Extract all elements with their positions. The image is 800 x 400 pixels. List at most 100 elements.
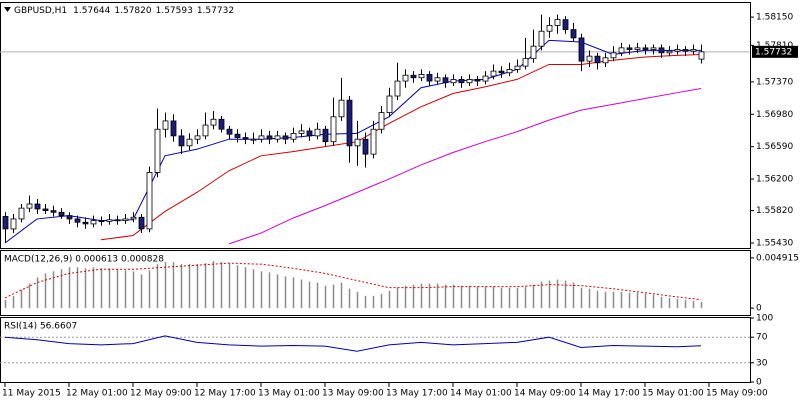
candle-body — [594, 55, 601, 64]
candle-body — [114, 219, 121, 222]
candle-body — [498, 70, 505, 74]
candle-body — [186, 138, 193, 147]
candle-body — [426, 74, 433, 82]
ohlc-value: 1.57732 — [197, 6, 234, 16]
menu-triangle[interactable] — [4, 7, 11, 12]
candle-body — [458, 79, 465, 84]
x-tick-label: 12 May 17:00 — [194, 389, 256, 399]
candle-body — [378, 112, 385, 130]
candle-body — [522, 58, 529, 67]
x-tick-label: 12 May 09:00 — [130, 389, 192, 399]
candle-body — [146, 172, 153, 230]
candle-body — [210, 118, 217, 126]
y-tick-label: 1.57370 — [756, 77, 793, 87]
y-tick-label: 0.004915 — [756, 253, 799, 263]
x-tick-label: 11 May 2015 — [2, 389, 61, 399]
candle-body — [202, 124, 209, 137]
x-tick-label: 15 May 01:00 — [642, 389, 704, 399]
y-tick-label: 1.56200 — [756, 175, 793, 185]
candle-body — [562, 19, 569, 30]
candle-body — [250, 138, 257, 141]
candle-body — [354, 138, 361, 147]
candle-body — [106, 219, 113, 222]
x-tick-label: 14 May 17:00 — [578, 389, 640, 399]
candle-body — [314, 128, 321, 137]
candle-body — [218, 118, 225, 130]
x-tick-label: 15 May 09:00 — [706, 389, 768, 399]
candle-body — [386, 95, 393, 114]
candle-body — [466, 79, 473, 84]
candle-body — [418, 74, 425, 79]
candle-body — [450, 79, 457, 84]
candle-body — [682, 49, 689, 52]
candle-body — [394, 80, 401, 97]
candle-body — [538, 30, 545, 47]
candle-body — [674, 49, 681, 52]
candle-body — [266, 135, 273, 140]
candle-body — [474, 79, 481, 82]
candle-body — [482, 75, 489, 82]
candle-body — [50, 210, 57, 213]
candle-body — [322, 128, 329, 143]
candle-body — [74, 218, 81, 223]
candle-body — [442, 77, 449, 84]
y-tick-label: 1.56980 — [756, 110, 793, 120]
ohlc-value: 1.57593 — [156, 6, 193, 16]
candle-body — [242, 137, 249, 140]
rsi-line — [4, 335, 702, 352]
candle-body — [10, 218, 17, 230]
candle-body — [18, 207, 25, 220]
price-panel — [0, 2, 751, 249]
candle-body — [330, 116, 337, 143]
candle-body — [506, 69, 513, 74]
candle-body — [490, 70, 497, 77]
candle-body — [258, 135, 265, 140]
candle-body — [634, 47, 641, 50]
candle-body — [602, 57, 609, 64]
y-tick-label: 1.55430 — [756, 239, 793, 249]
candle-body — [434, 77, 441, 82]
candle-body — [130, 216, 137, 220]
candle-body — [178, 135, 185, 147]
candle-body — [226, 128, 233, 135]
y-tick-label: 1.58150 — [756, 13, 793, 23]
candle-body — [98, 220, 105, 222]
x-tick-label: 13 May 01:00 — [258, 389, 320, 399]
current-price-label: 1.57732 — [755, 47, 792, 57]
candle-body — [362, 138, 369, 155]
candle-body — [578, 37, 585, 62]
ohlc-value: 1.57820 — [114, 6, 151, 16]
candle-body — [666, 50, 673, 54]
candle-body — [410, 74, 417, 79]
candle-body — [690, 49, 697, 52]
x-tick-label: 13 May 17:00 — [386, 389, 448, 399]
candle-body — [234, 133, 241, 138]
candle-body — [338, 99, 345, 118]
candle-body — [554, 19, 561, 26]
candle-body — [26, 203, 33, 209]
y-tick-label: 1.56590 — [756, 142, 793, 152]
y-tick-label: 100 — [756, 314, 773, 324]
candle-body — [370, 128, 377, 155]
y-tick-label: 0 — [756, 378, 762, 388]
candle-body — [570, 29, 577, 39]
moving-average — [228, 88, 702, 245]
rsi-panel — [0, 317, 751, 383]
macd-panel — [0, 250, 751, 316]
candle-body — [346, 99, 353, 147]
candle-body — [162, 120, 169, 130]
candle-body — [586, 55, 593, 62]
candle-body — [194, 135, 201, 140]
candle-body — [698, 51, 705, 60]
candle-body — [282, 135, 289, 140]
candle-body — [122, 218, 129, 221]
candle-body — [298, 130, 305, 134]
candle-body — [66, 215, 73, 220]
candle-body — [610, 52, 617, 59]
y-tick-label: 1.55820 — [756, 206, 793, 216]
candle-body — [2, 216, 9, 230]
candle-body — [514, 65, 521, 70]
candle-body — [530, 45, 537, 60]
candle-body — [650, 47, 657, 50]
